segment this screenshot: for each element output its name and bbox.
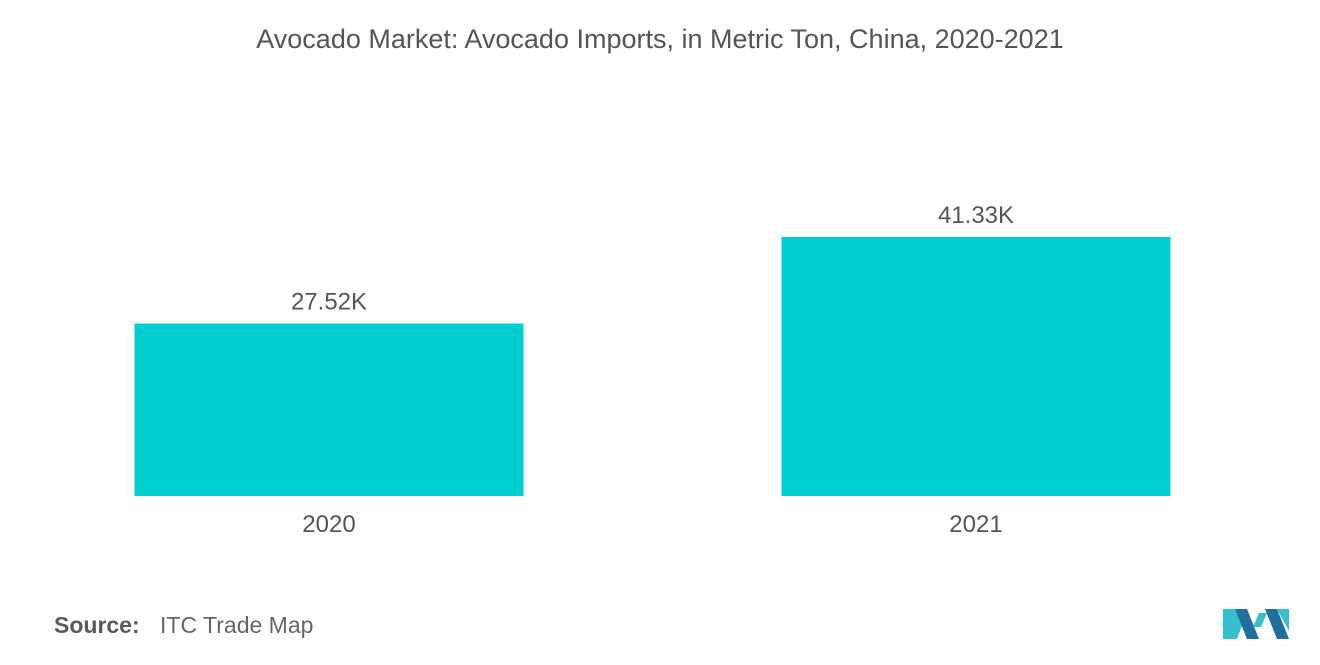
- mordor-intelligence-logo-icon: [1223, 603, 1289, 644]
- x-tick-label-2021: 2021: [949, 511, 1002, 538]
- source-note: Source: ITC Trade Map: [54, 612, 313, 639]
- chart-title: Avocado Market: Avocado Imports, in Metr…: [256, 24, 1064, 54]
- x-tick-label-2020: 2020: [302, 511, 355, 538]
- data-label-2021: 41.33K: [938, 202, 1014, 229]
- source-text: ITC Trade Map: [160, 612, 314, 638]
- bar-2021: [781, 237, 1171, 496]
- bar-2020: [134, 323, 524, 496]
- bar-chart: 27.52K 2020 41.33K 2021: [134, 202, 1171, 538]
- source-label: Source:: [54, 612, 140, 638]
- data-label-2020: 27.52K: [291, 289, 367, 316]
